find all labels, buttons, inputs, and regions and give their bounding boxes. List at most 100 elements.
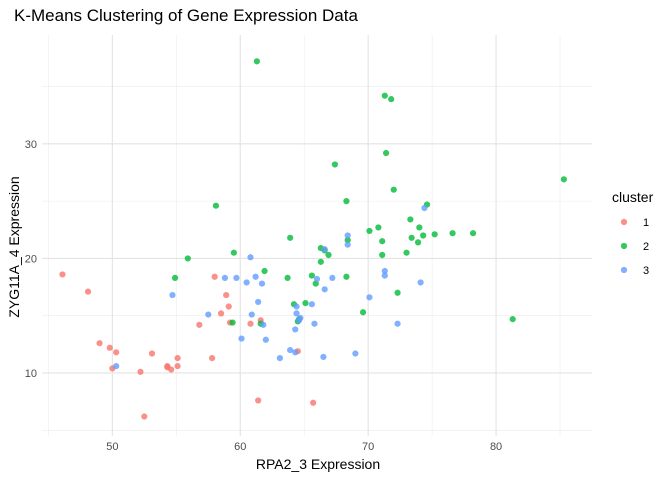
tick-labels: 50 60 70 80 10 20 30 — [25, 139, 502, 453]
data-point-cluster-3 — [255, 298, 262, 306]
y-axis-title: ZYG11A_4 Expression — [6, 176, 22, 317]
data-point-cluster-3 — [381, 272, 388, 279]
x-tick-label: 50 — [106, 441, 118, 453]
data-point-cluster-2 — [359, 309, 367, 316]
y-tick-label: 10 — [25, 368, 37, 380]
data-point-cluster-3 — [352, 350, 359, 357]
data-point-cluster-2 — [184, 255, 191, 262]
data-point-cluster-2 — [431, 231, 438, 238]
data-point-cluster-3 — [311, 320, 318, 327]
plot-panel — [42, 35, 592, 436]
data-point-cluster-2 — [408, 234, 415, 241]
data-point-cluster-3 — [344, 232, 351, 239]
data-point-cluster-1 — [113, 349, 120, 356]
data-point-cluster-3 — [205, 311, 212, 318]
data-point-cluster-1 — [137, 368, 144, 375]
data-point-cluster-2 — [284, 274, 291, 281]
data-point-cluster-3 — [169, 291, 176, 299]
data-point-cluster-1 — [209, 354, 216, 362]
data-point-cluster-1 — [96, 340, 103, 347]
data-point-cluster-3 — [366, 294, 373, 301]
data-point-cluster-3 — [421, 204, 428, 212]
legend-label-1: 1 — [643, 217, 649, 229]
data-point-cluster-1 — [174, 354, 181, 362]
data-point-cluster-2 — [420, 232, 427, 239]
data-point-cluster-3 — [344, 241, 351, 248]
data-point-cluster-1 — [174, 363, 181, 370]
data-point-cluster-3 — [238, 335, 245, 342]
data-point-cluster-2 — [366, 227, 373, 235]
legend-key-1 — [620, 218, 628, 226]
data-point-cluster-1 — [196, 321, 203, 328]
data-point-cluster-3 — [248, 311, 255, 318]
y-tick-label: 30 — [25, 139, 37, 151]
data-point-cluster-3 — [297, 314, 304, 322]
data-point-cluster-1 — [310, 399, 317, 406]
data-point-cluster-3 — [260, 321, 267, 328]
data-point-cluster-2 — [308, 272, 315, 279]
data-point-cluster-2 — [416, 224, 423, 231]
legend-label-3: 3 — [643, 265, 649, 277]
x-axis-title: RPA2_3 Expression — [256, 456, 380, 472]
data-point-cluster-2 — [253, 58, 260, 65]
data-point-cluster-3 — [417, 279, 424, 286]
x-tick-label: 80 — [490, 441, 502, 453]
legend-key-3 — [620, 266, 628, 274]
chart-title: K-Means Clustering of Gene Expression Da… — [14, 6, 358, 25]
legend-title: cluster — [612, 189, 654, 205]
legend-key-2 — [620, 242, 628, 250]
data-point-cluster-3 — [247, 254, 254, 261]
data-point-cluster-1 — [168, 366, 175, 373]
data-point-cluster-2 — [344, 236, 351, 244]
data-point-cluster-2 — [287, 234, 294, 241]
data-point-cluster-2 — [375, 224, 382, 231]
data-point-cluster-3 — [321, 246, 328, 253]
data-point-cluster-3 — [252, 273, 259, 280]
data-point-cluster-2 — [325, 251, 332, 259]
data-point-cluster-2 — [388, 96, 395, 103]
data-point-cluster-3 — [293, 310, 300, 317]
data-point-cluster-3 — [258, 280, 266, 287]
data-point-cluster-3 — [287, 346, 294, 354]
data-point-cluster-3 — [292, 326, 299, 333]
data-point-cluster-2 — [379, 251, 386, 259]
data-point-cluster-1 — [223, 291, 230, 299]
data-point-cluster-2 — [302, 299, 309, 307]
data-point-cluster-1 — [84, 288, 92, 295]
data-point-cluster-2 — [230, 249, 237, 256]
data-point-cluster-2 — [229, 319, 236, 326]
data-point-cluster-2 — [379, 238, 386, 245]
data-point-cluster-2 — [343, 198, 350, 205]
data-point-cluster-2 — [171, 274, 179, 281]
data-point-cluster-2 — [343, 273, 350, 280]
data-point-cluster-2 — [390, 186, 397, 193]
data-point-cluster-2 — [414, 239, 422, 246]
y-tick-label: 20 — [25, 253, 37, 265]
data-point-cluster-2 — [261, 267, 268, 275]
data-point-cluster-3 — [221, 274, 229, 281]
data-point-cluster-2 — [509, 316, 516, 323]
legend: cluster 1 2 3 — [612, 189, 654, 277]
data-point-cluster-3 — [262, 336, 269, 343]
x-tick-label: 60 — [234, 441, 246, 453]
data-point-cluster-1 — [211, 273, 218, 280]
data-point-cluster-1 — [106, 344, 113, 351]
data-point-cluster-2 — [469, 230, 477, 237]
data-point-cluster-2 — [403, 249, 410, 256]
data-point-cluster-2 — [394, 289, 401, 296]
legend-label-2: 2 — [643, 241, 649, 253]
data-point-cluster-3 — [329, 274, 336, 281]
data-point-cluster-3 — [292, 349, 299, 356]
data-point-cluster-1 — [225, 303, 232, 310]
data-point-cluster-2 — [381, 92, 388, 99]
data-points — [59, 58, 567, 420]
data-point-cluster-3 — [276, 354, 284, 362]
data-point-cluster-2 — [331, 161, 339, 168]
data-point-cluster-3 — [113, 363, 120, 370]
data-point-cluster-3 — [308, 301, 315, 308]
data-point-cluster-3 — [293, 303, 300, 310]
x-tick-label: 70 — [362, 441, 374, 453]
data-point-cluster-2 — [212, 202, 220, 209]
data-point-cluster-3 — [321, 286, 328, 293]
